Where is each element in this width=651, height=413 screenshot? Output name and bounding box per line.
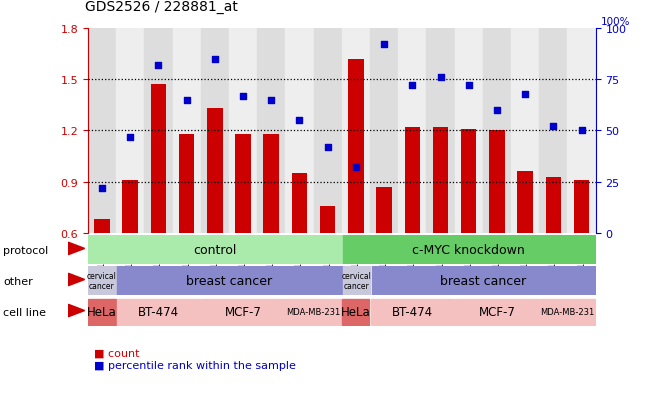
Point: [294, 118, 305, 124]
Bar: [207, 109, 223, 233]
Text: cervical
cancer: cervical cancer: [87, 271, 117, 291]
Text: BT-474: BT-474: [138, 306, 179, 318]
Bar: [455, 299, 538, 325]
Bar: [292, 174, 307, 233]
Bar: [201, 29, 229, 233]
Text: control: control: [193, 244, 236, 256]
Polygon shape: [68, 274, 85, 286]
Point: [464, 83, 474, 90]
Point: [322, 144, 333, 151]
Bar: [145, 29, 173, 233]
Text: other: other: [3, 276, 33, 286]
Point: [576, 128, 587, 134]
Bar: [285, 29, 314, 233]
Bar: [568, 29, 596, 233]
Point: [520, 91, 531, 97]
Bar: [540, 299, 595, 325]
Bar: [314, 29, 342, 233]
Bar: [229, 29, 257, 233]
Bar: [264, 135, 279, 233]
Point: [153, 62, 163, 69]
Bar: [342, 29, 370, 233]
Bar: [483, 29, 511, 233]
Bar: [88, 29, 116, 233]
Text: cervical
cancer: cervical cancer: [342, 271, 371, 291]
Bar: [348, 59, 364, 233]
Bar: [122, 180, 138, 233]
Text: 100%: 100%: [601, 17, 630, 27]
Text: ■ percentile rank within the sample: ■ percentile rank within the sample: [94, 361, 296, 370]
Bar: [343, 267, 370, 295]
Text: protocol: protocol: [3, 245, 49, 255]
Point: [238, 93, 248, 100]
Text: breast cancer: breast cancer: [186, 275, 272, 287]
Point: [182, 97, 192, 104]
Point: [492, 107, 502, 114]
Point: [210, 56, 220, 63]
Bar: [511, 29, 539, 233]
Bar: [370, 29, 398, 233]
Text: breast cancer: breast cancer: [440, 275, 526, 287]
Bar: [489, 131, 505, 233]
Text: MDA-MB-231: MDA-MB-231: [540, 308, 594, 316]
Text: MDA-MB-231: MDA-MB-231: [286, 308, 340, 316]
Text: MCF-7: MCF-7: [225, 306, 262, 318]
Text: HeLa: HeLa: [87, 306, 117, 318]
Bar: [179, 135, 195, 233]
Bar: [433, 128, 449, 233]
Text: cell line: cell line: [3, 307, 46, 317]
Bar: [320, 206, 335, 233]
Bar: [116, 29, 145, 233]
Point: [548, 124, 559, 131]
Text: MCF-7: MCF-7: [478, 306, 516, 318]
Point: [379, 42, 389, 49]
Bar: [89, 299, 115, 325]
Bar: [518, 172, 533, 233]
Bar: [235, 135, 251, 233]
Bar: [546, 177, 561, 233]
Bar: [454, 29, 483, 233]
Bar: [574, 180, 589, 233]
Point: [125, 134, 135, 140]
Bar: [539, 29, 568, 233]
Bar: [376, 188, 392, 233]
Bar: [150, 85, 166, 233]
Bar: [398, 29, 426, 233]
Bar: [88, 236, 342, 264]
Point: [97, 185, 107, 192]
Bar: [94, 220, 110, 233]
Bar: [370, 299, 454, 325]
Bar: [461, 129, 477, 233]
Text: c-MYC knockdown: c-MYC knockdown: [412, 244, 525, 256]
Bar: [257, 29, 285, 233]
Bar: [88, 267, 116, 295]
Text: ■ count: ■ count: [94, 348, 140, 358]
Point: [436, 75, 446, 81]
Bar: [372, 267, 596, 295]
Point: [351, 165, 361, 171]
Text: GDS2526 / 228881_at: GDS2526 / 228881_at: [85, 0, 238, 14]
Bar: [342, 299, 369, 325]
Polygon shape: [68, 305, 85, 317]
Bar: [404, 128, 420, 233]
Bar: [426, 29, 454, 233]
Bar: [286, 299, 341, 325]
Bar: [117, 299, 200, 325]
Text: HeLa: HeLa: [341, 306, 371, 318]
Bar: [117, 267, 342, 295]
Polygon shape: [68, 243, 85, 255]
Point: [266, 97, 277, 104]
Bar: [343, 236, 596, 264]
Point: [407, 83, 417, 90]
Bar: [173, 29, 201, 233]
Bar: [201, 299, 284, 325]
Text: BT-474: BT-474: [392, 306, 433, 318]
